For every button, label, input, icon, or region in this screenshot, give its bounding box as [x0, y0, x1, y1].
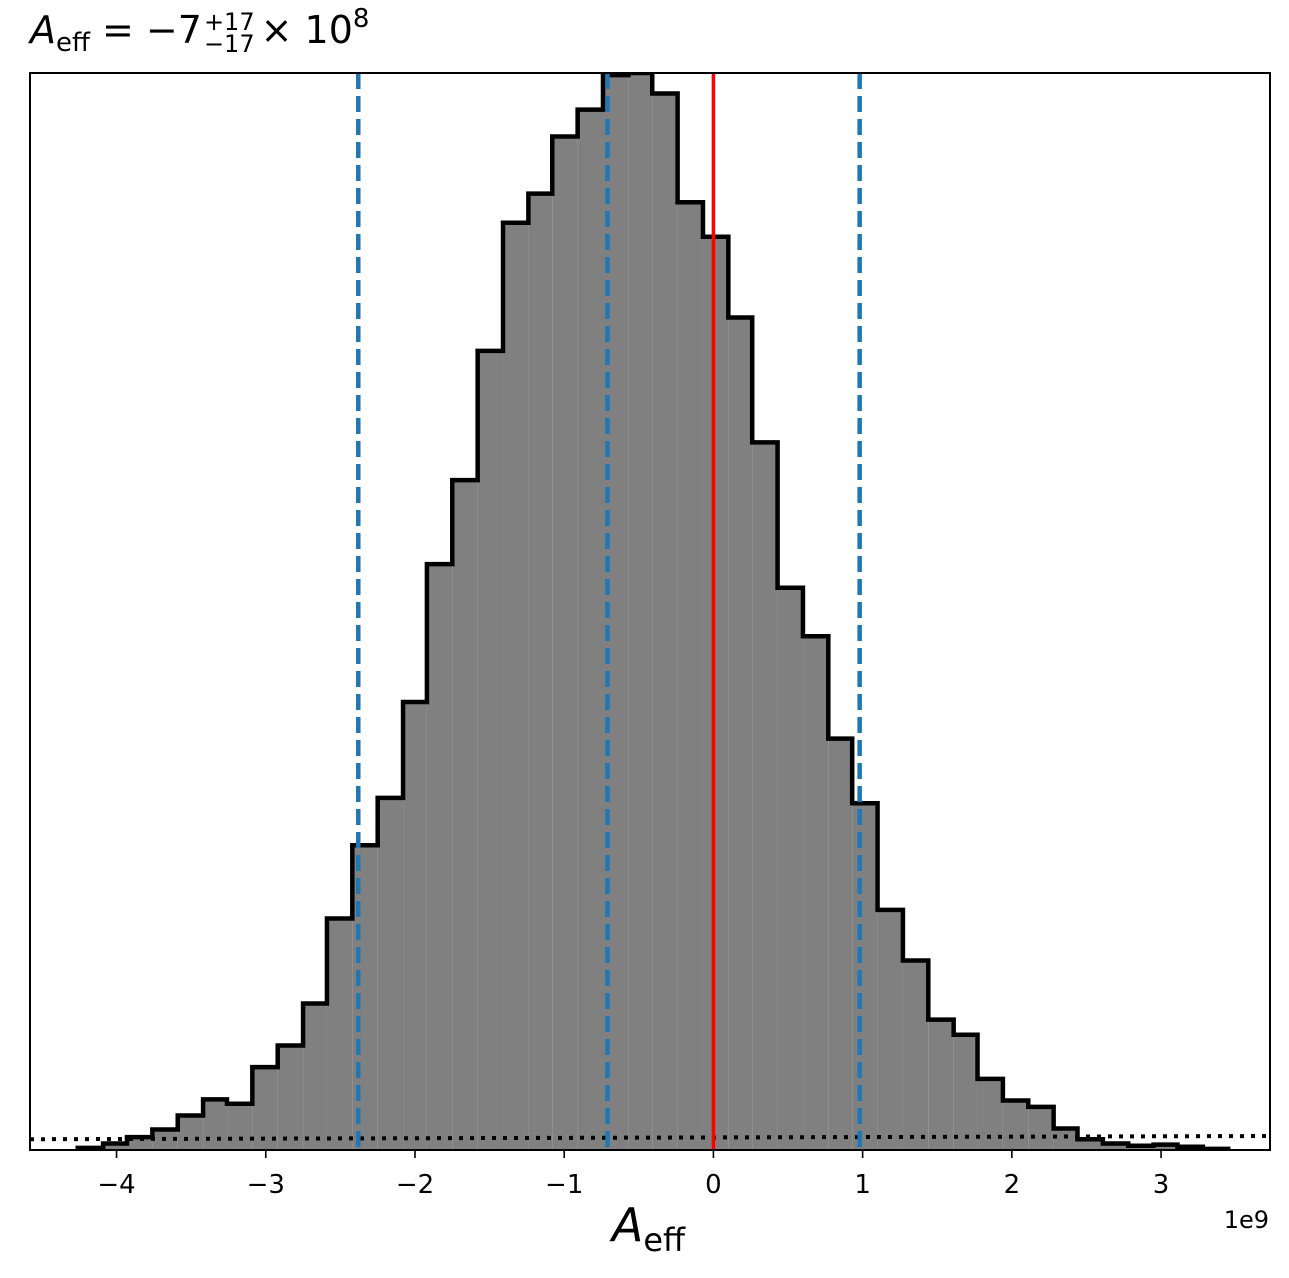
histogram-bar: [728, 317, 753, 1150]
histogram-bar: [777, 587, 803, 1150]
histogram-bar: [177, 1115, 204, 1150]
histogram-bar: [477, 350, 504, 1150]
x-axis-label: Aeff: [0, 1198, 1289, 1259]
histogram-bar: [452, 480, 478, 1150]
histogram-bar: [828, 738, 853, 1150]
histogram-bar: [802, 636, 829, 1150]
title-subscript: eff: [56, 28, 90, 58]
histogram-bar: [403, 701, 427, 1150]
title-equals: = −7: [89, 8, 202, 52]
histogram-bar: [103, 1143, 127, 1150]
histogram-bar: [1077, 1139, 1103, 1150]
histogram-bar: [702, 236, 729, 1150]
histogram-bar: [977, 1078, 1003, 1150]
histogram-bar: [252, 1067, 278, 1150]
histogram-bar: [326, 918, 353, 1150]
histogram-bar: [552, 136, 578, 1150]
chart-title: Aeff = −7 +17 −17 × 108: [30, 4, 369, 58]
xlabel-symbol: A: [611, 1198, 644, 1252]
histogram-bar: [226, 1103, 253, 1150]
x-tick-label: 1: [854, 1170, 871, 1200]
histogram-bar: [752, 442, 778, 1150]
title-error-bounds: +17 −17: [203, 7, 255, 58]
histogram-outline: [75, 73, 1231, 1150]
histogram-bar: [1053, 1128, 1078, 1150]
histogram-bar: [577, 109, 603, 1150]
title-upper-error: +17: [203, 7, 255, 36]
x-tick-label: 2: [1004, 1170, 1021, 1200]
plot-frame: [29, 72, 1271, 1151]
x-axis-offset-label: 1e9: [1223, 1206, 1269, 1234]
x-tick-label: 3: [1153, 1170, 1170, 1200]
x-tick-label: −3: [247, 1170, 285, 1200]
xlabel-subscript: eff: [643, 1221, 686, 1259]
histogram-bar: [126, 1137, 153, 1150]
histogram-bar: [203, 1099, 227, 1150]
x-tick-label: −2: [396, 1170, 434, 1200]
histogram-bar: [953, 1034, 978, 1150]
histogram-bar: [1028, 1106, 1054, 1150]
histogram-bar: [1102, 1143, 1129, 1150]
plot-area: [29, 72, 1271, 1151]
histogram-bar: [902, 960, 929, 1150]
title-times: × 10: [260, 8, 353, 52]
histogram-bar: [928, 1019, 954, 1150]
histogram-bar: [277, 1045, 304, 1150]
x-axis: −4 −3 −2 −1 0 1 2 3: [97, 1150, 1169, 1200]
histogram-bar: [1153, 1144, 1178, 1150]
histogram-bar: [426, 564, 453, 1150]
histogram-bar: [528, 193, 553, 1150]
histogram-bar: [303, 1003, 327, 1150]
histogram-bar: [877, 909, 903, 1150]
histogram-bar: [652, 93, 678, 1150]
x-tick-label: −1: [545, 1170, 583, 1200]
histogram-bar: [677, 202, 703, 1150]
x-tick-label: 0: [705, 1170, 722, 1200]
x-tick-label: −4: [97, 1170, 135, 1200]
title-exponent: 8: [352, 4, 370, 34]
histogram-bar: [1002, 1100, 1029, 1150]
plot-clip-group: [30, 73, 1270, 1150]
histogram-bar: [377, 797, 404, 1150]
histogram-bar: [852, 803, 878, 1150]
title-lower-error: −17: [203, 29, 255, 58]
histogram-bar: [628, 73, 653, 1150]
title-symbol: A: [30, 8, 56, 52]
histogram-bar: [503, 222, 529, 1150]
